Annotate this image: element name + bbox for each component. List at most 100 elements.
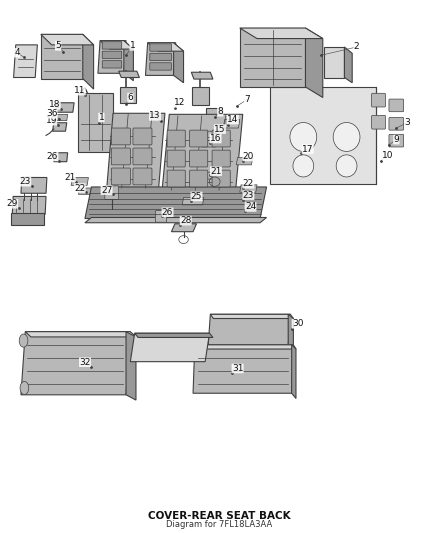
Text: 7: 7 (244, 95, 250, 104)
Polygon shape (162, 115, 243, 192)
Polygon shape (126, 332, 136, 400)
Text: 3: 3 (404, 118, 410, 127)
Polygon shape (21, 332, 131, 395)
Polygon shape (202, 141, 216, 147)
Polygon shape (134, 333, 213, 337)
FancyBboxPatch shape (102, 51, 122, 59)
Text: 8: 8 (217, 107, 223, 116)
Polygon shape (131, 333, 209, 362)
FancyBboxPatch shape (190, 150, 208, 167)
Polygon shape (240, 28, 305, 87)
FancyBboxPatch shape (150, 63, 171, 70)
Polygon shape (78, 93, 113, 152)
FancyBboxPatch shape (155, 211, 167, 222)
FancyBboxPatch shape (102, 61, 122, 68)
Polygon shape (106, 114, 165, 190)
Polygon shape (173, 43, 184, 83)
Polygon shape (210, 314, 293, 319)
FancyBboxPatch shape (190, 170, 208, 187)
Text: 11: 11 (74, 86, 85, 95)
Polygon shape (21, 177, 47, 193)
Polygon shape (54, 153, 67, 161)
FancyBboxPatch shape (111, 148, 131, 165)
Polygon shape (145, 43, 176, 75)
Polygon shape (205, 172, 221, 179)
Polygon shape (78, 188, 97, 195)
Polygon shape (85, 217, 267, 223)
Polygon shape (206, 108, 223, 124)
FancyBboxPatch shape (111, 128, 131, 145)
FancyBboxPatch shape (105, 186, 119, 199)
Text: 20: 20 (243, 152, 254, 161)
Polygon shape (240, 196, 263, 204)
FancyBboxPatch shape (167, 150, 185, 167)
Polygon shape (83, 34, 94, 89)
Ellipse shape (336, 155, 357, 177)
FancyBboxPatch shape (133, 128, 152, 145)
Polygon shape (41, 34, 94, 45)
Polygon shape (11, 213, 44, 225)
Polygon shape (119, 71, 139, 77)
Text: 21: 21 (210, 167, 222, 176)
Polygon shape (56, 103, 74, 112)
Polygon shape (53, 123, 67, 131)
Text: 1: 1 (99, 113, 104, 122)
Text: 26: 26 (162, 208, 173, 217)
Polygon shape (207, 131, 222, 138)
Text: Diagram for 7FL18LA3AA: Diagram for 7FL18LA3AA (166, 520, 272, 529)
Polygon shape (100, 41, 134, 49)
Text: COVER-REAR SEAT BACK: COVER-REAR SEAT BACK (148, 511, 290, 521)
Polygon shape (236, 157, 253, 165)
Polygon shape (270, 87, 375, 184)
Polygon shape (242, 208, 260, 214)
Polygon shape (223, 119, 240, 128)
Polygon shape (240, 185, 257, 192)
Polygon shape (41, 34, 83, 78)
FancyBboxPatch shape (389, 117, 404, 130)
FancyBboxPatch shape (372, 115, 385, 129)
Polygon shape (344, 47, 352, 83)
Polygon shape (85, 187, 267, 219)
FancyBboxPatch shape (212, 130, 230, 147)
FancyBboxPatch shape (212, 170, 230, 187)
Text: 25: 25 (191, 192, 202, 201)
FancyBboxPatch shape (102, 42, 122, 49)
Text: 12: 12 (173, 98, 185, 107)
Text: 21: 21 (64, 173, 75, 182)
Text: 6: 6 (127, 93, 133, 102)
Text: 14: 14 (227, 115, 239, 124)
Polygon shape (124, 41, 134, 80)
FancyBboxPatch shape (167, 130, 185, 147)
Polygon shape (292, 345, 296, 399)
FancyBboxPatch shape (190, 130, 208, 147)
Text: 23: 23 (243, 191, 254, 200)
FancyBboxPatch shape (167, 170, 185, 187)
Text: 1: 1 (130, 42, 135, 51)
FancyBboxPatch shape (133, 148, 152, 165)
Text: 22: 22 (243, 179, 254, 188)
Text: 18: 18 (49, 100, 60, 109)
Text: 9: 9 (393, 135, 399, 144)
Text: 16: 16 (210, 134, 221, 143)
FancyBboxPatch shape (212, 150, 230, 167)
Polygon shape (288, 314, 293, 351)
Polygon shape (191, 72, 213, 79)
Polygon shape (324, 47, 344, 77)
Polygon shape (171, 224, 197, 232)
Polygon shape (25, 332, 136, 337)
Polygon shape (182, 198, 204, 205)
Polygon shape (192, 87, 209, 106)
Text: 30: 30 (292, 319, 304, 328)
Ellipse shape (19, 334, 28, 347)
Text: 13: 13 (149, 111, 161, 120)
Ellipse shape (333, 123, 360, 151)
Text: 27: 27 (101, 185, 112, 195)
Polygon shape (240, 28, 323, 38)
FancyBboxPatch shape (389, 134, 404, 147)
FancyBboxPatch shape (150, 53, 171, 61)
Polygon shape (120, 87, 136, 103)
Text: 2: 2 (354, 43, 359, 52)
FancyBboxPatch shape (133, 168, 152, 185)
Text: 17: 17 (302, 144, 314, 154)
Text: 32: 32 (79, 358, 91, 367)
